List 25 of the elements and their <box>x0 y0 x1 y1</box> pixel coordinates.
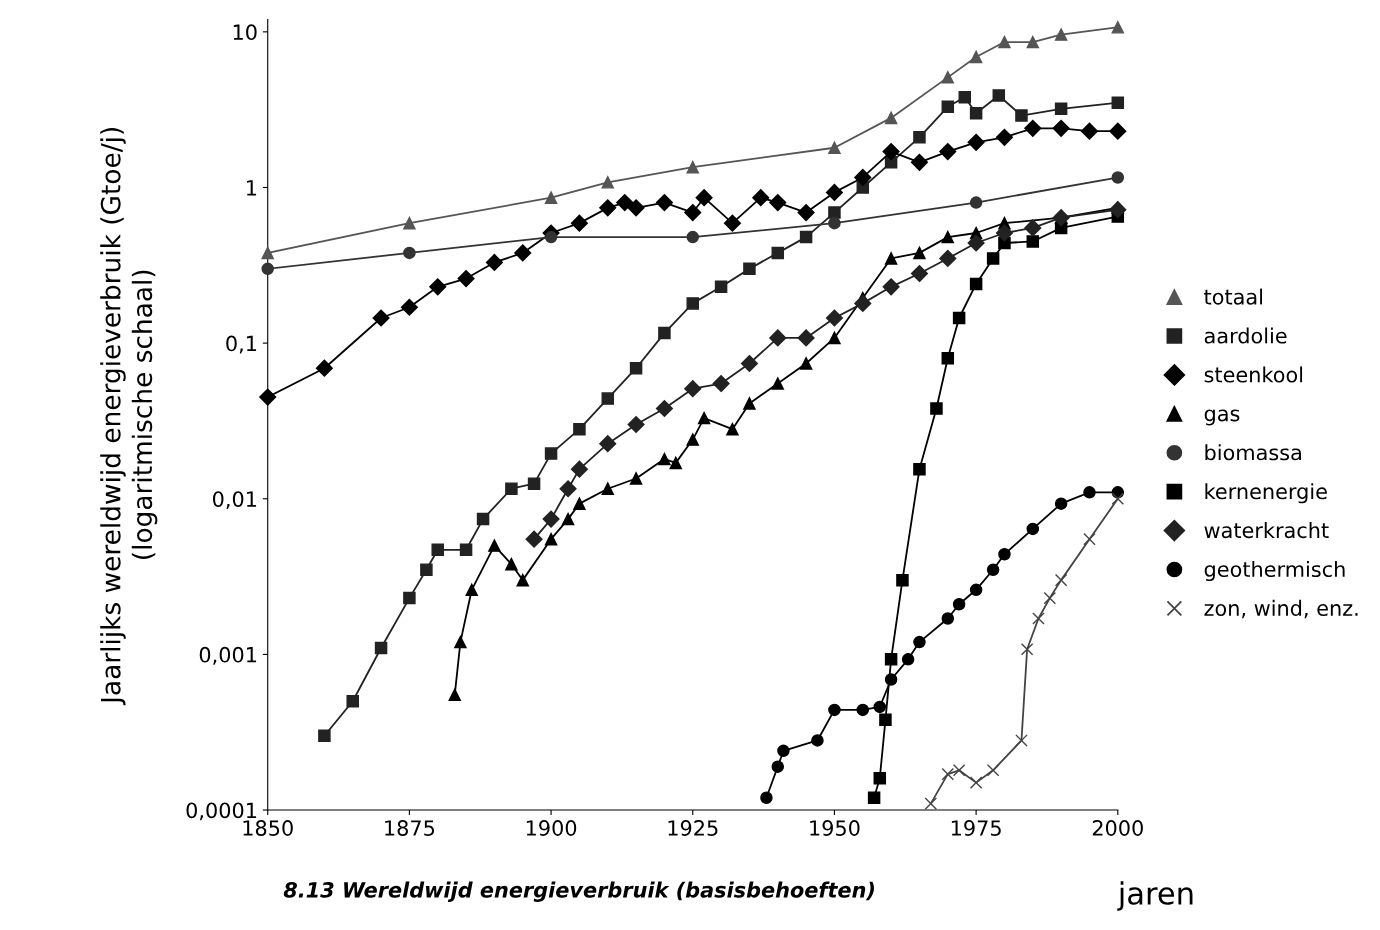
y-tick-label: 0,0001 <box>186 802 257 821</box>
text: 8.13 Wereldwijd energieverbruik (basisbehoeften) <box>283 881 874 902</box>
y-tick-label: 0,001 <box>199 646 257 665</box>
legend-label: steenkool <box>1204 366 1303 383</box>
y-tick-label: 0,01 <box>212 491 257 510</box>
legend-label: kernenergie <box>1205 483 1327 504</box>
x-axis-title: jaren <box>1117 881 1193 911</box>
legend-label: totaal <box>1204 288 1262 305</box>
legend-label: zon, wind, enz. <box>1204 599 1358 619</box>
x-tick-label: 1875 <box>385 820 435 836</box>
y-tick-label: 10 <box>233 24 257 41</box>
y-tick-label: 0,1 <box>226 335 257 354</box>
legend-label: waterkracht <box>1204 522 1329 539</box>
legend-label: geothermisch <box>1204 560 1345 582</box>
y-axis-title: Jaarlijks wereldwijd energieverbruik (Gtoe/j) (logaritmische schaal) <box>100 128 158 706</box>
legend-label: aardolie <box>1204 327 1287 344</box>
x-tick-label: 1850 <box>243 820 293 836</box>
x-tick-label: 1900 <box>526 820 577 836</box>
x-tick-label: 1950 <box>810 820 860 836</box>
legend-label: gas <box>1204 409 1240 426</box>
x-tick-label: 1925 <box>668 820 718 836</box>
x-tick-label: 1975 <box>951 820 1001 836</box>
y-tick-label: 1 <box>247 180 257 196</box>
legend-label: biomassa <box>1205 444 1301 461</box>
x-tick-label: 2000 <box>1092 820 1143 836</box>
